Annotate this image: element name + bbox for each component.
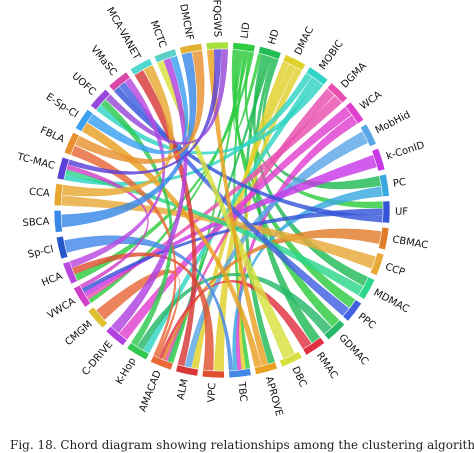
arc-vwca: [72, 284, 92, 308]
node-label-tc-mac: TC-MAC: [15, 151, 56, 172]
node-label-mctc: MCTC: [148, 19, 168, 49]
node-label-lid: LID: [239, 21, 252, 39]
node-label-gdmac: GDMAC: [336, 332, 370, 367]
arc-dmcnf: [179, 42, 203, 55]
arc-dgma: [326, 82, 348, 104]
node-label-c-drive: C-DRIVE: [80, 339, 115, 378]
arc-mobic: [305, 66, 329, 86]
arc-cbmac: [378, 226, 390, 251]
arc-sbca: [53, 210, 63, 233]
arc-fqgws: [205, 41, 229, 51]
node-label-mca-vanet: MCA-VANET: [104, 6, 143, 63]
node-label-dmac: DMAC: [293, 25, 316, 57]
arc-uofc: [89, 88, 111, 111]
node-label-vmasc: VMaSC: [88, 44, 118, 78]
chord-links: [60, 48, 384, 372]
node-label-sp-cl: Sp-Cl: [27, 244, 55, 261]
arc-ppc: [342, 299, 363, 322]
node-label-cca: CCA: [28, 187, 50, 200]
node-label-vwca: VWCA: [46, 296, 78, 321]
node-label-amacad: AMACAD: [138, 369, 164, 414]
arc-cmgm: [87, 306, 108, 329]
node-label-dgma: DGMA: [339, 61, 369, 91]
arc-rmac: [302, 336, 326, 356]
node-label-uf: UF: [395, 207, 408, 218]
arc-hd: [257, 45, 282, 60]
node-label-k-hop: K-Hop: [114, 356, 138, 387]
arc-wca: [344, 101, 365, 125]
arc-ccp: [369, 252, 385, 276]
arc-tc-mac: [56, 156, 70, 181]
arc-c-drive: [105, 325, 128, 347]
node-label-ppc: PPC: [356, 311, 378, 331]
node-label-e-sp-cl: E-Sp-Cl: [44, 92, 80, 121]
arc-dmac: [282, 54, 307, 71]
arc-mdmac: [357, 276, 376, 300]
node-label-mdmac: MDMAC: [372, 287, 411, 315]
arc-dbc: [279, 351, 303, 368]
node-label-sbca: SBCA: [22, 216, 50, 229]
node-label-k-conid: k-ConID: [385, 140, 426, 163]
node-label-tbc: TBC: [235, 380, 248, 402]
node-label-aprove: APROVE: [263, 375, 284, 417]
node-label-dmcnf: DMCNF: [177, 3, 195, 41]
node-arcs: [53, 41, 391, 379]
arc-cca: [53, 183, 64, 207]
arc-k-hop: [126, 342, 150, 361]
arc-hca: [62, 260, 78, 285]
node-label-pc: PC: [392, 177, 407, 190]
arc-mobhid: [359, 123, 377, 147]
arc-tbc: [228, 368, 252, 379]
arc-mctc: [153, 48, 178, 64]
arc-alm: [175, 364, 199, 377]
arc-aprove: [254, 361, 278, 375]
node-label-dbc: DBC: [289, 365, 308, 389]
node-label-ccp: CCP: [384, 262, 407, 279]
arc-e-sp-cl: [74, 108, 94, 132]
node-label-fqgws: FQGWS: [211, 0, 223, 37]
arc-amacad: [149, 355, 174, 371]
node-label-mobic: MOBIC: [318, 38, 346, 72]
node-label-uofc: UOFC: [70, 71, 98, 98]
node-label-cmgm: CMGM: [63, 319, 94, 348]
node-label-mobhid: MobHid: [374, 109, 413, 136]
node-label-fbla: FBLA: [38, 125, 66, 145]
arc-fbla: [63, 131, 80, 156]
arc-sp-cl: [55, 235, 69, 260]
arc-k-conid: [371, 147, 386, 172]
figure-caption: Fig. 18. Chord diagram showing relations…: [10, 438, 474, 452]
node-label-rmac: RMAC: [314, 351, 339, 381]
node-label-wca: WCA: [358, 89, 384, 112]
arc-lid: [232, 42, 256, 53]
arc-mca-vanet: [129, 58, 154, 76]
arc-gdmac: [323, 319, 346, 341]
node-label-hd: HD: [267, 28, 282, 46]
arc-uf: [382, 200, 391, 224]
arc-vmasc: [108, 71, 131, 92]
arc-vpc: [201, 369, 225, 379]
node-label-cbmac: CBMAC: [391, 234, 428, 251]
arc-pc: [378, 173, 390, 198]
node-label-vpc: VPC: [206, 383, 218, 403]
node-label-hca: HCA: [40, 271, 64, 289]
node-label-alm: ALM: [176, 378, 191, 401]
